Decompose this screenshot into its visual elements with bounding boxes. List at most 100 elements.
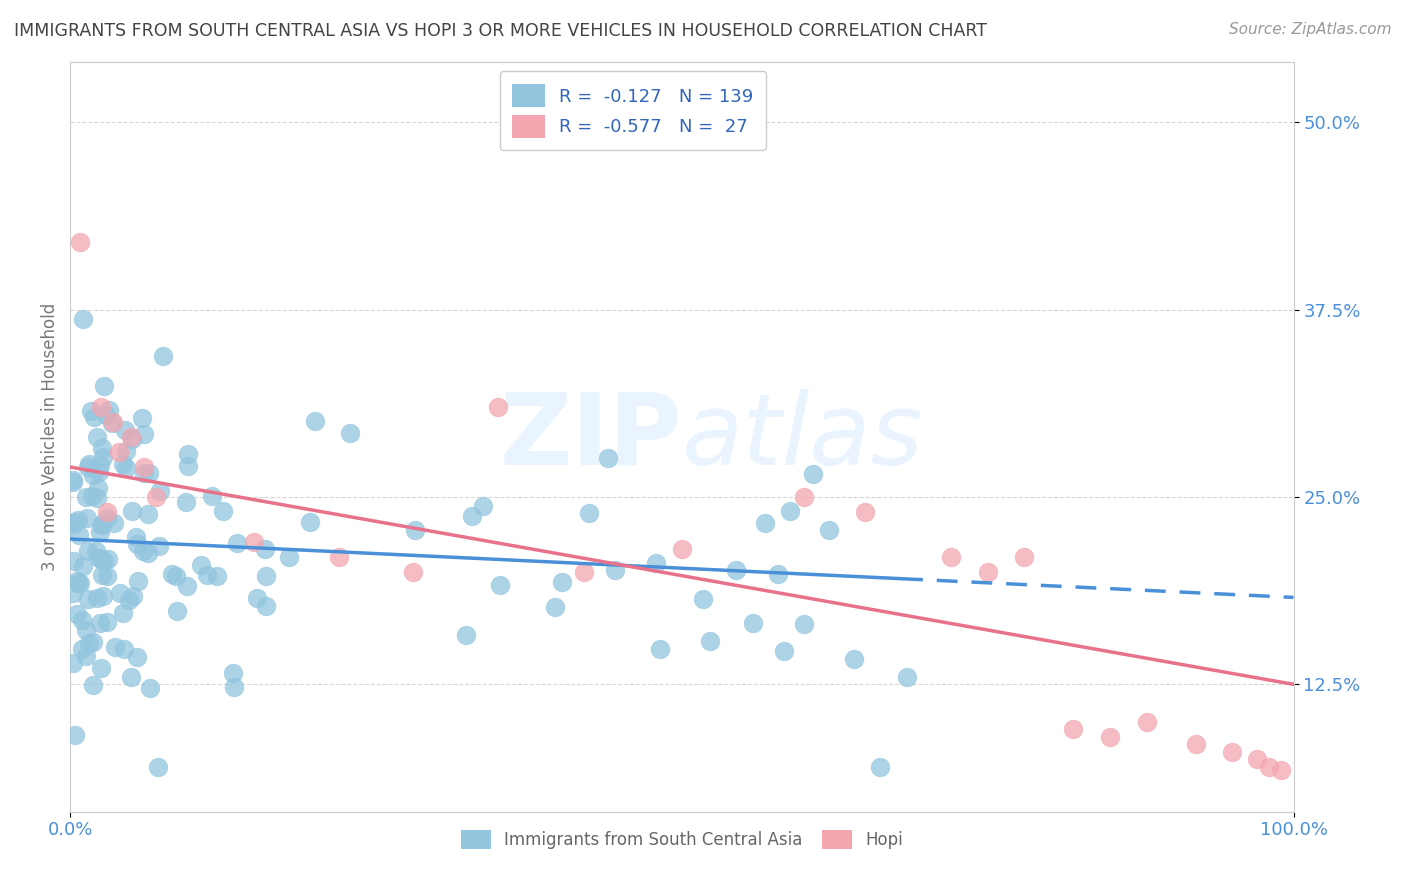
Point	[132, 460, 155, 475]
Point	[63, 728, 86, 742]
Point	[91, 567, 114, 582]
Point	[132, 544, 155, 558]
Point	[1258, 760, 1281, 774]
Point	[404, 523, 426, 537]
Point	[125, 650, 148, 665]
Point	[104, 640, 127, 655]
Point	[671, 542, 693, 557]
Point	[115, 461, 138, 475]
Point	[149, 483, 172, 498]
Point	[62, 473, 84, 487]
Point	[328, 549, 350, 564]
Point	[86, 481, 108, 495]
Point	[62, 554, 84, 568]
Point	[844, 652, 866, 666]
Point	[544, 600, 567, 615]
Point	[90, 516, 112, 531]
Point	[125, 530, 148, 544]
Point	[90, 442, 112, 456]
Point	[773, 644, 796, 658]
Point	[111, 606, 134, 620]
Point	[86, 591, 108, 606]
Point	[1014, 549, 1036, 564]
Point	[793, 490, 815, 504]
Point	[779, 504, 801, 518]
Point	[96, 408, 118, 422]
Point	[121, 430, 143, 444]
Point	[454, 628, 477, 642]
Point	[101, 415, 124, 429]
Point	[89, 551, 111, 566]
Point	[108, 585, 131, 599]
Point	[650, 641, 672, 656]
Point	[699, 633, 721, 648]
Point	[304, 414, 326, 428]
Point	[725, 563, 748, 577]
Point	[205, 568, 228, 582]
Point	[82, 635, 104, 649]
Point	[148, 539, 170, 553]
Point	[793, 617, 815, 632]
Point	[101, 416, 124, 430]
Point	[136, 546, 159, 560]
Point	[77, 635, 100, 649]
Point	[224, 681, 246, 695]
Point	[72, 558, 94, 573]
Point	[93, 554, 115, 568]
Point	[896, 670, 918, 684]
Point	[86, 491, 108, 505]
Point	[766, 566, 789, 581]
Point	[89, 458, 111, 472]
Point	[67, 528, 90, 542]
Text: Source: ZipAtlas.com: Source: ZipAtlas.com	[1229, 22, 1392, 37]
Point	[108, 445, 131, 459]
Point	[939, 549, 962, 564]
Point	[1136, 714, 1159, 729]
Point	[1220, 745, 1243, 759]
Point	[754, 516, 776, 531]
Point	[90, 551, 112, 566]
Point	[127, 574, 149, 589]
Point	[76, 511, 98, 525]
Text: IMMIGRANTS FROM SOUTH CENTRAL ASIA VS HOPI 3 OR MORE VEHICLES IN HOUSEHOLD CORRE: IMMIGRANTS FROM SOUTH CENTRAL ASIA VS HO…	[14, 22, 987, 40]
Point	[89, 525, 111, 540]
Point	[598, 451, 620, 466]
Point	[75, 490, 97, 504]
Point	[195, 568, 218, 582]
Point	[138, 467, 160, 481]
Point	[190, 558, 212, 572]
Point	[121, 432, 143, 446]
Point	[91, 450, 114, 464]
Point	[201, 489, 224, 503]
Point	[488, 400, 510, 414]
Point	[603, 563, 626, 577]
Point	[67, 576, 90, 591]
Point	[460, 508, 482, 523]
Point	[79, 458, 101, 472]
Point	[222, 666, 245, 681]
Point	[80, 489, 103, 503]
Point	[139, 681, 162, 696]
Point	[66, 607, 89, 622]
Point	[572, 565, 595, 579]
Point	[121, 503, 143, 517]
Point	[91, 589, 114, 603]
Point	[134, 426, 156, 441]
Point	[62, 475, 84, 489]
Point	[254, 599, 277, 613]
Point	[402, 565, 425, 579]
Point	[66, 574, 89, 588]
Point	[77, 459, 100, 474]
Point	[488, 578, 510, 592]
Point	[86, 430, 108, 444]
Point	[89, 615, 111, 630]
Point	[246, 591, 269, 605]
Point	[77, 592, 100, 607]
Point	[98, 402, 121, 417]
Point	[339, 425, 361, 440]
Point	[63, 516, 86, 530]
Point	[277, 550, 299, 565]
Point	[115, 443, 138, 458]
Point	[551, 575, 574, 590]
Point	[111, 457, 134, 471]
